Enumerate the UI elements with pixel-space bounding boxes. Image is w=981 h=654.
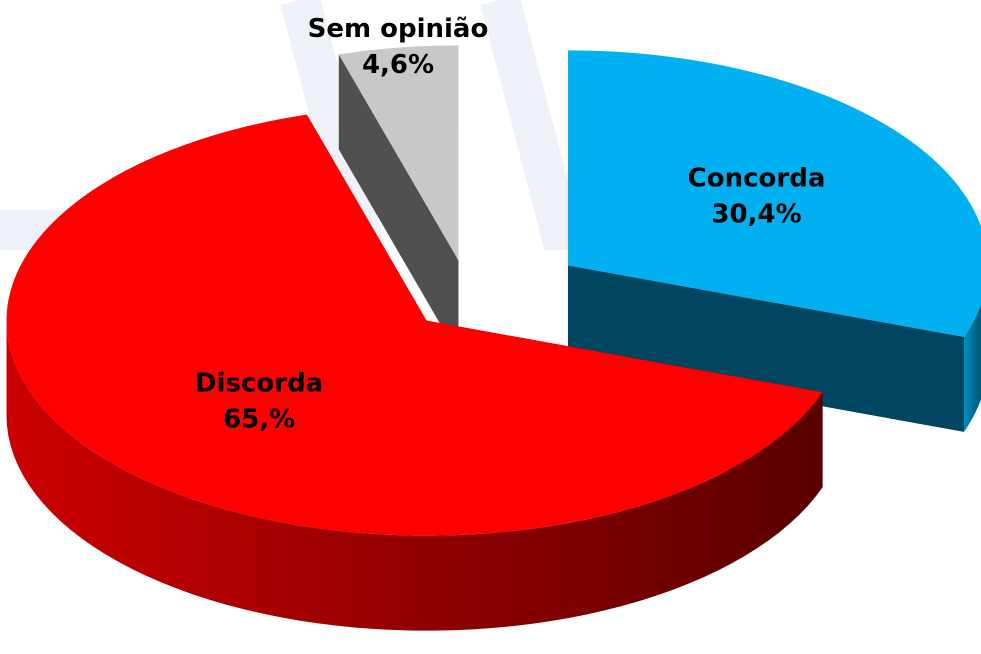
slice-label: Sem opinião xyxy=(308,14,489,44)
value-label: 65,% xyxy=(223,405,295,435)
slice-side xyxy=(964,304,981,432)
pie-slice xyxy=(338,45,459,261)
slice-label: Discorda xyxy=(195,369,323,399)
slice xyxy=(567,50,981,432)
slice-wall xyxy=(567,265,965,432)
pie-slice xyxy=(567,50,981,337)
slice-wall xyxy=(338,54,459,356)
value-label: 4,6% xyxy=(362,50,434,80)
slice xyxy=(338,45,459,356)
slice-side xyxy=(6,320,823,631)
slice-label: Concorda xyxy=(688,164,826,194)
pie-slice xyxy=(6,114,823,536)
value-label: 30,4% xyxy=(711,200,801,230)
slice xyxy=(6,114,823,631)
